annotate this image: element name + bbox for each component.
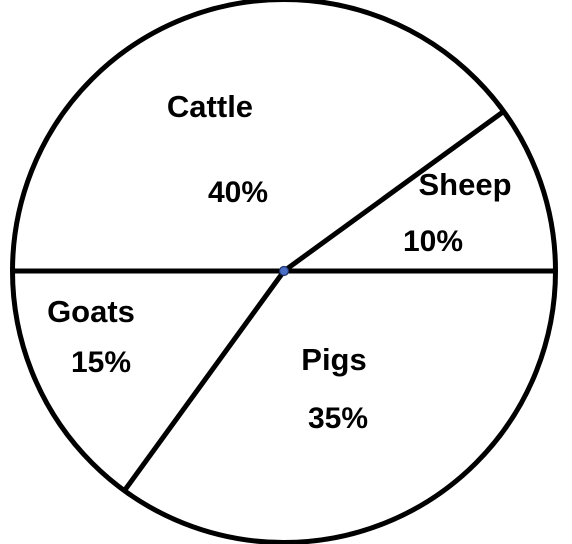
center-dot xyxy=(278,265,290,277)
pie-slice-sheep xyxy=(284,111,556,271)
slice-value-sheep: 10% xyxy=(403,225,463,258)
pie-slice-pigs xyxy=(124,271,556,543)
pie-slice-cattle xyxy=(12,0,504,271)
slice-dividers xyxy=(12,109,556,493)
slice-divider-2 xyxy=(282,109,506,274)
slice-label-sheep: Sheep xyxy=(418,167,511,202)
slice-label-cattle: Cattle xyxy=(167,89,253,124)
pie-slices xyxy=(12,0,556,543)
slice-label-goats: Goats xyxy=(47,294,135,329)
slice-value-pigs: 35% xyxy=(308,402,368,435)
slice-value-goats: 15% xyxy=(71,346,131,379)
slice-value-cattle: 40% xyxy=(208,176,268,209)
pie-slice-goats xyxy=(12,271,284,491)
slice-divider-4 xyxy=(122,269,287,493)
slice-labels: Cattle 40% Sheep 10% Pigs 35% Goats 15% xyxy=(47,89,511,435)
slice-label-pigs: Pigs xyxy=(301,342,366,377)
